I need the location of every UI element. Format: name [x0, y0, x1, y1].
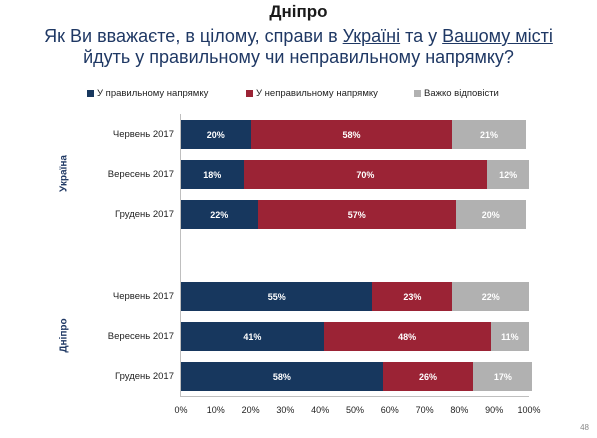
y-axis-line — [180, 114, 181, 397]
category-label: Грудень 2017 — [114, 209, 174, 220]
legend-swatch-wrong — [246, 90, 253, 97]
data-label: 17% — [493, 371, 512, 382]
bar-segment: 22% — [181, 200, 258, 229]
x-tick-label: 90% — [485, 405, 504, 415]
page-number: 48 — [580, 423, 589, 432]
question-line-2: йдуть у правильному чи неправильному нап… — [83, 47, 514, 67]
question-part-2: та у — [400, 26, 443, 46]
x-tick-label: 10% — [206, 405, 225, 415]
bar-segment: 18% — [181, 160, 244, 189]
bar-segment: 21% — [452, 120, 526, 149]
data-label: 55% — [267, 291, 286, 302]
chart-legend: У правильному напрямку У неправильному н… — [0, 88, 597, 102]
x-tick-label: 0% — [174, 405, 188, 415]
x-tick-label: 70% — [415, 405, 434, 415]
data-label: 21% — [479, 129, 498, 140]
bar-segment: 57% — [257, 200, 456, 229]
bar-segment: 20% — [455, 200, 526, 229]
data-label: 26% — [419, 371, 438, 382]
bar-segment: 58% — [250, 120, 453, 149]
bar-segment: 48% — [323, 322, 491, 351]
bar-segment: 17% — [473, 362, 533, 391]
bar-segment: 58% — [181, 362, 383, 391]
x-axis-line — [181, 396, 529, 397]
category-label: Червень 2017 — [112, 129, 174, 140]
data-label: 58% — [342, 129, 361, 140]
question-underlined-city: Вашому місті — [442, 26, 553, 46]
bar-segment: 26% — [382, 362, 474, 391]
bar-segment: 23% — [372, 282, 453, 311]
legend-swatch-hard — [414, 90, 421, 97]
data-label: 12% — [499, 169, 518, 180]
page-title: Дніпро — [269, 2, 328, 21]
data-label: 57% — [347, 209, 366, 220]
x-tick-label: 20% — [241, 405, 260, 415]
question-part-1: Як Ви вважаєте, в цілому, справи в — [44, 26, 343, 46]
data-label: 22% — [481, 291, 500, 302]
question-underlined-ukraine: Україні — [342, 26, 401, 46]
survey-question: Як Ви вважаєте, в цілому, справи в Украї… — [10, 26, 587, 68]
bar-segment: 70% — [243, 160, 488, 189]
data-label: 20% — [481, 209, 500, 220]
bar-segment: 11% — [490, 322, 529, 351]
legend-swatch-right — [87, 90, 94, 97]
bar-segment: 20% — [181, 120, 251, 149]
bar-segment: 12% — [487, 160, 529, 189]
group-label-1: Дніпро — [58, 318, 70, 353]
x-tick-label: 80% — [450, 405, 469, 415]
bar-segment: 41% — [181, 322, 324, 351]
category-label: Грудень 2017 — [114, 371, 174, 382]
legend-item-wrong: У неправильному напрямку — [246, 88, 378, 99]
x-tick-label: 40% — [311, 405, 330, 415]
bar-segment: 22% — [452, 282, 529, 311]
bar-segment: 55% — [181, 282, 373, 311]
legend-item-right: У правильному напрямку — [87, 88, 208, 99]
category-label: Вересень 2017 — [107, 331, 174, 342]
data-label: 22% — [210, 209, 229, 220]
legend-label-right: У правильному напрямку — [97, 88, 209, 99]
legend-label-wrong: У неправильному напрямку — [256, 88, 378, 99]
category-label: Вересень 2017 — [107, 169, 174, 180]
x-tick-label: 30% — [276, 405, 295, 415]
data-label: 70% — [356, 169, 375, 180]
data-label: 18% — [203, 169, 222, 180]
category-label: Червень 2017 — [112, 291, 174, 302]
data-label: 20% — [206, 129, 225, 140]
x-tick-label: 60% — [380, 405, 399, 415]
data-label: 58% — [272, 371, 291, 382]
data-label: 48% — [398, 331, 417, 342]
x-tick-label: 100% — [517, 405, 541, 415]
data-label: 11% — [501, 331, 519, 342]
data-label: 41% — [243, 331, 262, 342]
group-label-0: Україна — [58, 155, 70, 192]
legend-label-hard: Важко відповісти — [424, 88, 499, 99]
x-tick-label: 50% — [345, 405, 365, 415]
data-label: 23% — [403, 291, 422, 302]
legend-item-hard: Важко відповісти — [414, 88, 499, 99]
